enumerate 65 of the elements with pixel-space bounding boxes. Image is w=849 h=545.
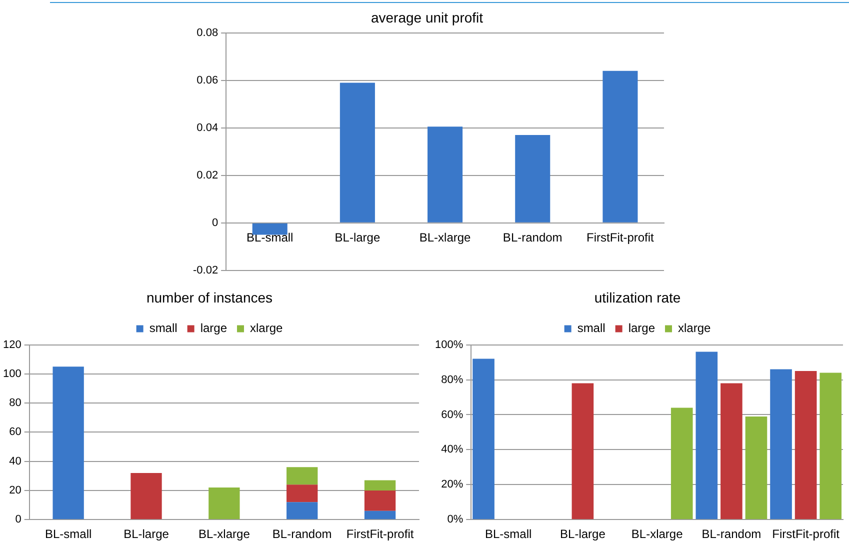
bar xyxy=(745,416,768,520)
y-tick-label: 40% xyxy=(441,444,464,456)
bar xyxy=(720,383,742,520)
y-tick-label: 80 xyxy=(9,397,22,410)
y-tick-label: 60% xyxy=(441,408,464,421)
y-tick-label: 80% xyxy=(441,374,464,386)
x-tick-label: BL-random xyxy=(702,527,762,542)
y-tick-label: 0.04 xyxy=(196,122,218,134)
legend-label: large xyxy=(200,321,228,336)
x-tick-label: FirstFit-profit xyxy=(346,527,414,542)
chart-title: average unit profit xyxy=(370,9,484,26)
y-tick-label: -0.02 xyxy=(192,264,218,276)
y-tick-label: 20 xyxy=(9,484,22,496)
bar xyxy=(286,484,318,502)
bar xyxy=(794,371,817,520)
x-tick-label: BL-large xyxy=(124,527,170,542)
legend-label: small xyxy=(149,321,178,336)
y-tick-label: 0.02 xyxy=(196,169,218,182)
bar xyxy=(340,82,375,222)
bar xyxy=(572,383,594,520)
x-tick-label: BL-small xyxy=(484,527,532,542)
y-tick-label: 100 xyxy=(2,368,22,380)
bar xyxy=(696,352,718,520)
x-tick-label: BL-small xyxy=(246,230,294,244)
y-tick-label: 0.08 xyxy=(196,26,218,39)
x-tick-label: BL-large xyxy=(560,527,606,542)
x-tick-label: BL-xlarge xyxy=(631,527,684,542)
bar xyxy=(286,502,318,520)
y-tick-label: 120 xyxy=(2,338,22,351)
bar xyxy=(428,126,463,222)
bar xyxy=(472,358,494,520)
bar xyxy=(208,488,240,520)
y-tick-label: 60 xyxy=(9,426,22,438)
y-tick-label: 40 xyxy=(9,455,22,468)
x-tick-label: FirstFit-profit xyxy=(586,230,655,244)
legend-label: xlarge xyxy=(250,321,284,336)
legend-label: large xyxy=(628,321,656,336)
bar xyxy=(670,408,693,520)
bar xyxy=(770,369,792,520)
y-tick-label: 0 xyxy=(212,216,218,229)
chart-title: number of instances xyxy=(146,289,273,306)
legend-label: small xyxy=(577,321,606,336)
x-tick-label: FirstFit-profit xyxy=(772,527,840,542)
bar xyxy=(364,510,396,520)
chart-title: utilization rate xyxy=(594,289,681,306)
bar xyxy=(130,472,162,520)
y-tick-label: 0% xyxy=(447,514,464,526)
bar xyxy=(286,467,318,485)
x-tick-label: BL-small xyxy=(44,527,92,542)
x-tick-label: BL-large xyxy=(334,230,380,244)
bar xyxy=(515,134,550,222)
x-tick-label: BL-random xyxy=(272,527,332,542)
y-tick-label: 100% xyxy=(434,338,464,351)
x-tick-label: BL-xlarge xyxy=(198,527,250,542)
y-tick-label: 0.06 xyxy=(196,74,218,86)
x-tick-label: BL-xlarge xyxy=(419,230,472,244)
bar xyxy=(364,480,396,490)
bar xyxy=(602,70,638,222)
y-tick-label: 20% xyxy=(441,478,464,491)
y-tick-label: 0 xyxy=(15,514,22,526)
bar xyxy=(364,490,396,511)
x-tick-label: BL-random xyxy=(502,230,562,244)
bar xyxy=(820,372,842,520)
bar xyxy=(52,366,84,520)
legend-label: xlarge xyxy=(678,321,712,336)
